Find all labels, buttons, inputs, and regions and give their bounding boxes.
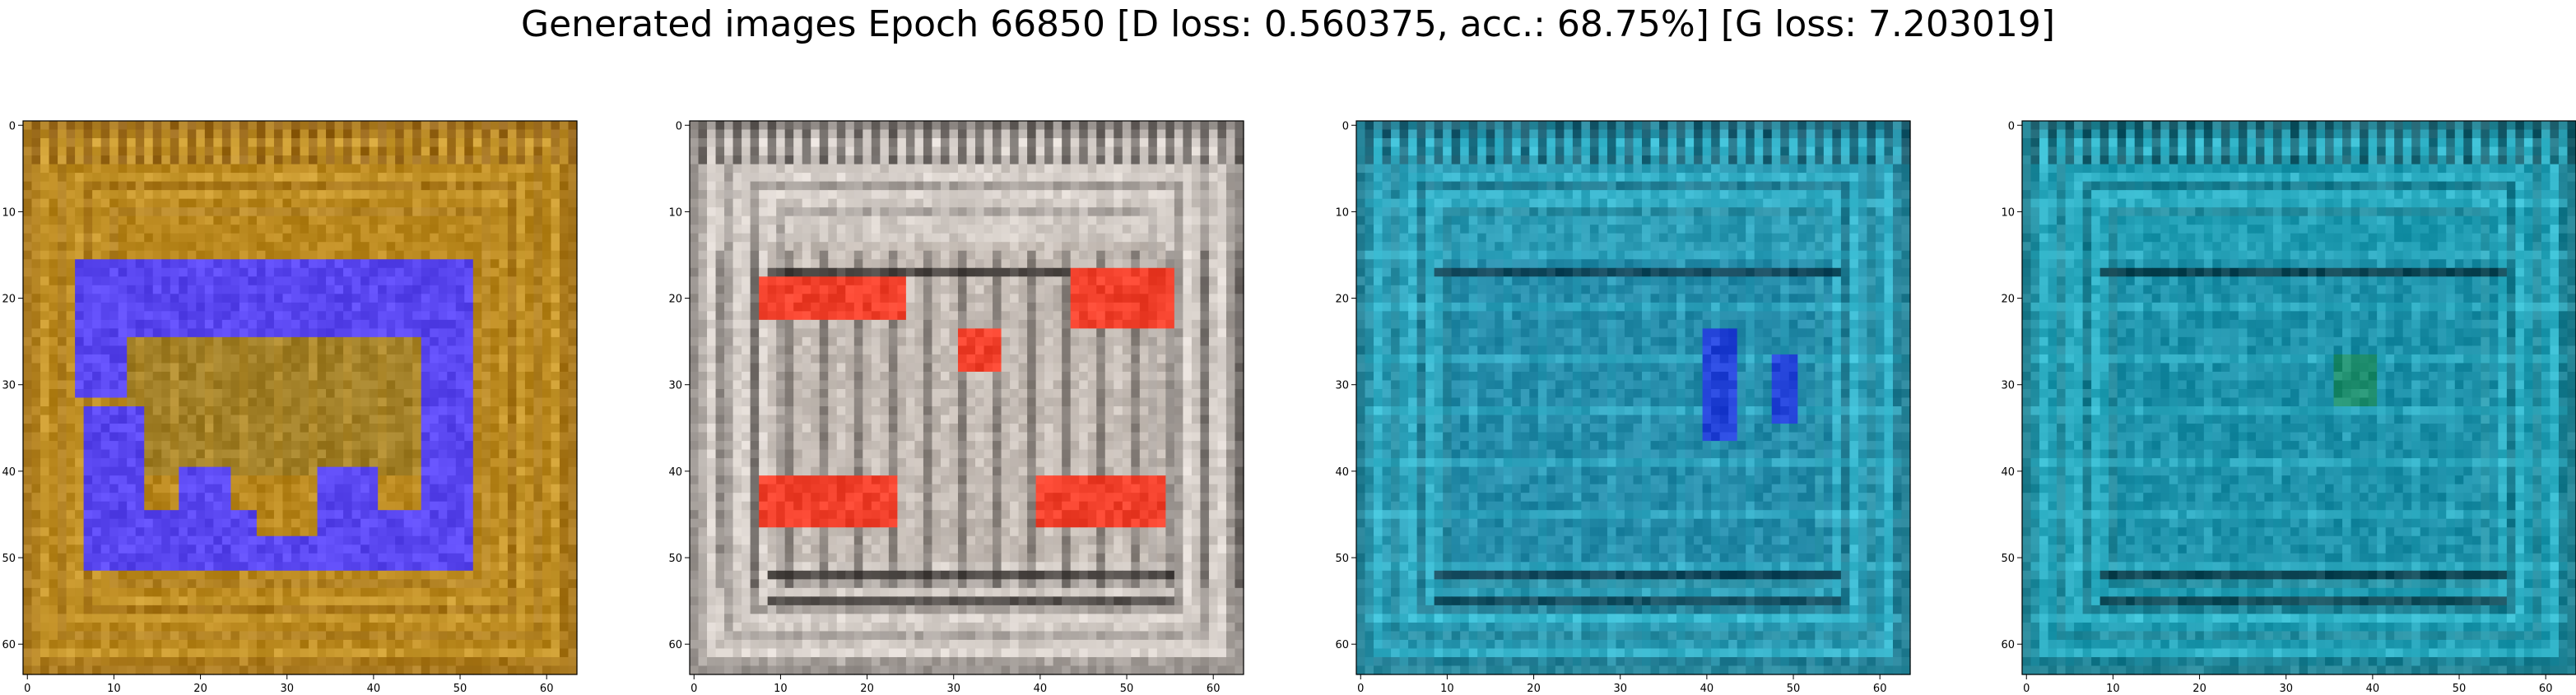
x-tick-label: 10 xyxy=(107,683,121,695)
x-tick-label: 50 xyxy=(453,683,467,695)
y-tick-label: 60 xyxy=(668,639,682,651)
x-tick-label: 40 xyxy=(2366,683,2380,695)
x-tick-label: 50 xyxy=(2453,683,2467,695)
x-tick-label: 60 xyxy=(1873,683,1887,695)
x-tick-label: 40 xyxy=(1034,683,1048,695)
x-tick-label: 20 xyxy=(860,683,874,695)
x-tick-label: 40 xyxy=(1700,683,1714,695)
panel-3: 0 10 20 30 40 50 60 0 10 20 30 40 50 60 xyxy=(1335,120,1911,695)
x-tick-label: 50 xyxy=(1787,683,1801,695)
x-tick-label: 20 xyxy=(1527,683,1541,695)
y-tick-label: 20 xyxy=(2001,294,2015,306)
y-tick-label: 30 xyxy=(1335,380,1349,392)
y-tick-label: 60 xyxy=(2001,639,2015,651)
x-tick-label: 20 xyxy=(193,683,207,695)
x-tick-label: 20 xyxy=(2192,683,2206,695)
y-tick-label: 0 xyxy=(676,120,682,132)
y-tick-label: 0 xyxy=(9,120,16,132)
x-tick-label: 0 xyxy=(690,683,697,695)
x-tick-label: 10 xyxy=(774,683,788,695)
y-tick-label: 60 xyxy=(1335,639,1349,651)
panel-1-frame xyxy=(22,120,578,675)
panel-2: 0 10 20 30 40 50 60 0 10 20 30 40 50 60 xyxy=(668,120,1244,695)
y-tick-label: 40 xyxy=(668,466,682,479)
y-tick-label: 50 xyxy=(1335,553,1349,565)
y-tick-label: 30 xyxy=(2001,380,2015,392)
y-tick-label: 40 xyxy=(2001,466,2015,479)
x-tick-label: 0 xyxy=(1357,683,1364,695)
y-tick-label: 40 xyxy=(2,466,16,479)
y-tick-label: 50 xyxy=(2001,553,2015,565)
figure-title: Generated images Epoch 66850 [D loss: 0.… xyxy=(520,3,2056,45)
panel-4: 0 10 20 30 40 50 60 0 10 20 30 40 50 60 xyxy=(2001,120,2576,695)
panel-1: 0 10 20 30 40 50 60 0 10 20 30 40 50 60 xyxy=(2,120,578,695)
y-tick-label: 10 xyxy=(2,206,16,219)
y-tick-label: 40 xyxy=(1335,466,1349,479)
x-tick-label: 30 xyxy=(1613,683,1627,695)
x-tick-label: 60 xyxy=(540,683,554,695)
panel-2-image xyxy=(690,121,1244,675)
panel-4-image xyxy=(2022,121,2576,675)
y-tick-label: 20 xyxy=(1335,294,1349,306)
panel-3-image xyxy=(1356,121,1911,675)
x-tick-label: 50 xyxy=(1120,683,1134,695)
y-tick-label: 0 xyxy=(2008,120,2015,132)
y-tick-label: 50 xyxy=(2,553,16,565)
y-tick-label: 10 xyxy=(2001,206,2015,219)
x-tick-label: 60 xyxy=(1207,683,1221,695)
x-tick-label: 30 xyxy=(2279,683,2293,695)
x-tick-label: 0 xyxy=(24,683,30,695)
panel-1-image xyxy=(23,121,578,675)
panel-3-frame xyxy=(1355,120,1911,675)
x-tick-label: 10 xyxy=(1440,683,1454,695)
x-tick-label: 40 xyxy=(367,683,381,695)
y-tick-label: 20 xyxy=(668,294,682,306)
panel-2-frame xyxy=(689,120,1244,675)
y-tick-label: 30 xyxy=(668,380,682,392)
panel-4-frame xyxy=(2021,120,2576,675)
y-tick-label: 50 xyxy=(668,553,682,565)
y-tick-label: 20 xyxy=(2,294,16,306)
x-tick-label: 10 xyxy=(2106,683,2120,695)
x-tick-label: 30 xyxy=(946,683,960,695)
x-tick-label: 60 xyxy=(2539,683,2553,695)
y-tick-label: 10 xyxy=(1335,206,1349,219)
y-tick-label: 0 xyxy=(1342,120,1349,132)
y-tick-label: 60 xyxy=(2,639,16,651)
y-tick-label: 10 xyxy=(668,206,682,219)
x-tick-label: 30 xyxy=(280,683,294,695)
x-tick-label: 0 xyxy=(2023,683,2030,695)
y-tick-label: 30 xyxy=(2,380,16,392)
